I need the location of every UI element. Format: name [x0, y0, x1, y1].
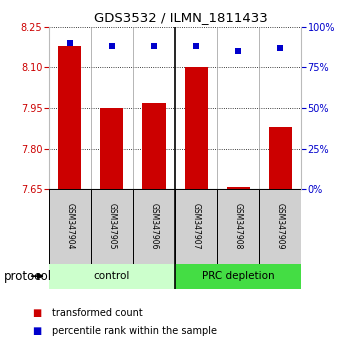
- Point: [67, 40, 73, 46]
- Bar: [227, 187, 250, 189]
- Text: transformed count: transformed count: [52, 308, 143, 318]
- Bar: [175, 264, 301, 289]
- Text: GSM347908: GSM347908: [234, 203, 243, 250]
- Text: GSM347906: GSM347906: [149, 203, 158, 250]
- Bar: [259, 189, 301, 264]
- Point: [235, 48, 241, 54]
- Text: GSM347904: GSM347904: [65, 203, 74, 250]
- Text: GSM347905: GSM347905: [108, 203, 116, 250]
- Bar: [133, 189, 175, 264]
- Bar: [58, 46, 81, 189]
- Bar: [49, 189, 91, 264]
- Text: control: control: [94, 271, 130, 281]
- Bar: [175, 189, 217, 264]
- Bar: [269, 127, 292, 189]
- Bar: [100, 108, 123, 189]
- Bar: [49, 264, 175, 289]
- Text: ■: ■: [32, 308, 42, 318]
- Bar: [217, 189, 259, 264]
- Bar: [143, 103, 166, 189]
- Text: ■: ■: [32, 326, 42, 336]
- Bar: [184, 67, 208, 189]
- Text: PRC depletion: PRC depletion: [202, 271, 275, 281]
- Text: percentile rank within the sample: percentile rank within the sample: [52, 326, 217, 336]
- Text: protocol: protocol: [4, 270, 52, 282]
- Point: [109, 43, 115, 49]
- Text: GDS3532 / ILMN_1811433: GDS3532 / ILMN_1811433: [93, 11, 268, 24]
- Text: GSM347907: GSM347907: [192, 203, 201, 250]
- Text: GSM347909: GSM347909: [276, 203, 285, 250]
- Point: [151, 43, 157, 49]
- Bar: [91, 189, 133, 264]
- Point: [278, 45, 283, 51]
- Point: [193, 43, 199, 49]
